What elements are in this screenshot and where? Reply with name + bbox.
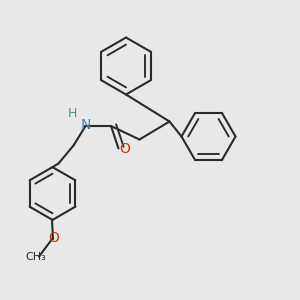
Text: H: H (68, 107, 78, 120)
Text: O: O (49, 232, 59, 245)
Text: O: O (120, 142, 130, 156)
Text: N: N (80, 118, 91, 132)
Text: CH₃: CH₃ (26, 252, 46, 262)
